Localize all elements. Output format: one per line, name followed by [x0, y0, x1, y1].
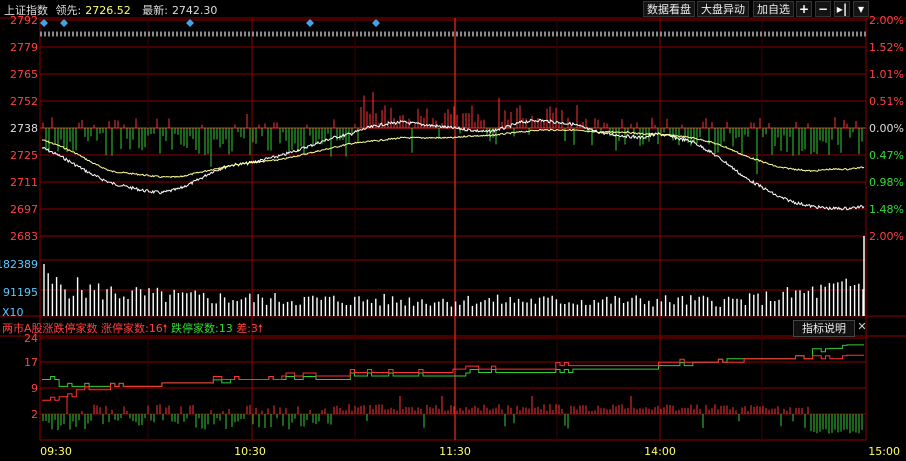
pct-tick-label: 1.52%: [869, 41, 904, 54]
event-marker-icon: [186, 19, 194, 27]
price-tick-label: 2752: [10, 95, 38, 108]
pct-tick-label: 0.00%: [869, 122, 904, 135]
price-tick-label: 2697: [10, 203, 38, 216]
pct-tick-label: 2.00%: [869, 14, 904, 27]
time-tick-label: 11:30: [439, 445, 471, 458]
add-watchlist-button[interactable]: 加自选: [753, 1, 794, 17]
plus-icon[interactable]: +: [796, 1, 812, 17]
chart-frame: [39, 17, 867, 441]
dropdown-icon[interactable]: ▾: [853, 1, 869, 17]
down-limit-label: 跌停家数:: [170, 322, 219, 335]
breadth-legend: 两市A股涨跌停家数 涨停家数:16🠕 跌停家数:13 差:3🠕: [2, 320, 263, 335]
down-limit-line: [42, 344, 864, 387]
minus-icon[interactable]: −: [815, 1, 831, 17]
up-limit-value: 16: [148, 322, 163, 335]
avg-price-line: [41, 128, 865, 179]
price-tick-label: 2725: [10, 149, 38, 162]
data-view-button[interactable]: 数据看盘: [643, 1, 695, 17]
time-tick-label: 10:30: [234, 445, 266, 458]
pct-tick-label: 0.51%: [869, 95, 904, 108]
lead-label: 领先:: [55, 4, 82, 17]
time-tick-label: 14:00: [644, 445, 676, 458]
event-marker-icon: [60, 19, 68, 27]
indicator-info-button[interactable]: 指标说明: [793, 320, 855, 337]
pct-tick-label: 1.01%: [869, 68, 904, 81]
breadth-tick-label: 17: [24, 356, 38, 369]
breadth-tick-label: 2: [31, 408, 38, 421]
price-tick-label: 2779: [10, 41, 38, 54]
price-tick-label: 2711: [10, 176, 38, 189]
diff-label: 差:: [236, 322, 251, 335]
diff-value: 3: [250, 322, 258, 335]
latest-label: 最新:: [142, 4, 168, 17]
event-marker-icon: [372, 19, 380, 27]
price-tick-label: 2765: [10, 68, 38, 81]
up-limit-label: 涨停家数:: [101, 322, 149, 335]
volume-tick-label: 182389: [0, 258, 38, 271]
skip-end-icon[interactable]: ▸|: [834, 1, 850, 17]
price-tick-label: 2792: [10, 14, 38, 27]
time-tick-label: 09:30: [40, 445, 72, 458]
market-alert-button[interactable]: 大盘异动: [697, 1, 749, 17]
time-tick-label: 15:00: [868, 445, 900, 458]
volume-unit-label: X10: [2, 306, 24, 319]
breadth-title: 两市A股涨跌停家数: [2, 322, 98, 335]
volume-tick-label: 91195: [3, 286, 38, 299]
up-limit-line: [42, 354, 864, 401]
price-tick-label: 2738: [10, 122, 38, 135]
breadth-tick-label: 24: [24, 332, 38, 345]
up-arrow-icon: 🠕: [257, 322, 263, 335]
down-limit-value: 13: [218, 322, 233, 335]
breadth-tick-label: 9: [31, 382, 38, 395]
up-arrow-icon: 🠕: [162, 322, 168, 335]
event-marker-icon: [40, 19, 48, 27]
pct-tick-label: 0.98%: [869, 176, 904, 189]
index-name: 上证指数: [4, 4, 48, 17]
price-line: [41, 118, 865, 211]
pct-tick-label: 0.47%: [869, 149, 904, 162]
header-title: 上证指数 领先: 2726.52 最新: 2742.30: [4, 2, 221, 18]
chart-header: 上证指数 领先: 2726.52 最新: 2742.30 数据看盘 大盘异动 加自选…: [0, 0, 906, 18]
lead-value: 2726.52: [85, 4, 131, 17]
latest-value: 2742.30: [171, 4, 218, 17]
price-tick-label: 2683: [10, 230, 38, 243]
pct-tick-label: 2.00%: [869, 230, 904, 243]
event-marker-icon: [306, 19, 314, 27]
pct-tick-label: 1.48%: [869, 203, 904, 216]
close-icon[interactable]: ✕: [857, 320, 867, 333]
